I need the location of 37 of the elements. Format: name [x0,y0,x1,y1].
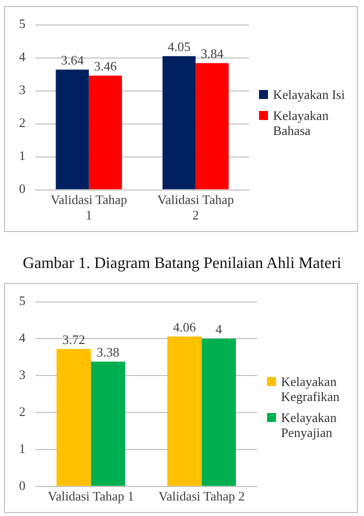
bar [90,362,126,486]
y-tick-label: 1 [19,440,26,456]
data-label: 4 [216,322,223,337]
y-tick-label: 0 [19,478,26,493]
data-label: 3.38 [96,344,120,360]
data-label: 3.84 [200,46,224,61]
bar [88,76,122,190]
y-tick-label: 3 [19,367,26,382]
bar [56,70,89,190]
x-tick-label: Validasi Tahap 1 [48,488,134,504]
y-tick-label: 2 [19,404,26,419]
legend-label: Kelayakan Penyajian [281,410,338,440]
legend-label: Kelayakan Isi [273,87,345,102]
y-tick-label: 4 [19,330,26,346]
bar [196,63,229,190]
y-tick-label: 3 [19,82,26,98]
y-tick-label: 5 [19,16,26,32]
bar [56,349,91,486]
data-label: 4.06 [173,319,196,334]
data-label: 3.46 [94,58,118,74]
bar [202,338,236,486]
y-tick-label: 1 [19,148,26,164]
x-tick-label: Validasi Tahap 2 [157,192,234,223]
data-label: 4.05 [168,39,190,54]
bar [162,56,196,190]
y-tick-label: 4 [19,49,26,64]
x-tick-label: Validasi Tahap 1 [50,192,128,223]
y-tick-label: 5 [19,293,26,308]
x-tick-label: Validasi Tahap 2 [158,488,245,504]
data-label: 3.72 [62,332,86,347]
bar [167,336,202,486]
legend-label: Kelayakan Kegrafikan [281,374,340,404]
legend-label: Kelayakan Bahasa [273,108,330,138]
y-tick-label: 2 [19,115,26,130]
text: Gambar 1. Diagram Batang Penilaian Ahli Materi [22,255,342,273]
y-tick-label: 0 [19,181,26,196]
data-label: 3.64 [60,52,84,68]
